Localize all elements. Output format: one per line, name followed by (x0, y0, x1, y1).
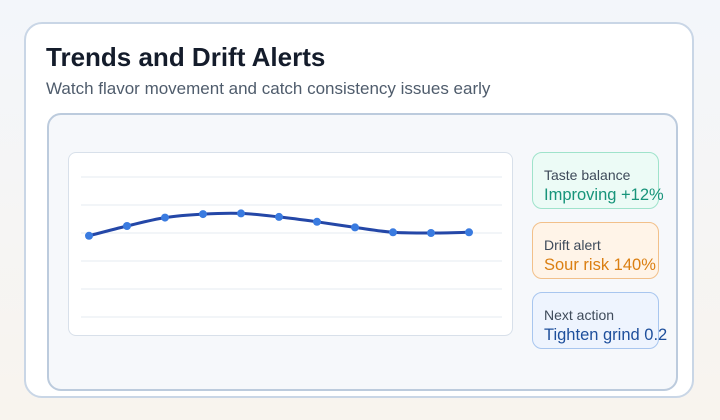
data-point[interactable] (389, 228, 397, 237)
drift-alert-card[interactable]: Drift alert Sour risk 140% (532, 222, 659, 279)
data-point[interactable] (237, 209, 245, 218)
page-title: Trends and Drift Alerts (46, 42, 326, 72)
page-subtitle: Watch flavor movement and catch consiste… (46, 79, 491, 98)
drift-alert-label: Drift alert (544, 237, 601, 253)
data-point[interactable] (313, 217, 321, 226)
trend-chart-svg (81, 176, 502, 318)
data-point[interactable] (161, 213, 169, 222)
trend-chart (68, 152, 513, 336)
next-action-label: Next action (544, 307, 615, 323)
next-action-card[interactable]: Next action Tighten grind 0.2 (532, 292, 668, 349)
trends-card: Trends and Drift Alerts Watch flavor mov… (24, 22, 694, 398)
taste-balance-value: Improving +12% (544, 186, 664, 204)
drift-alert-value: Sour risk 140% (544, 256, 656, 274)
taste-balance-card[interactable]: Taste balance Improving +12% (532, 152, 664, 209)
data-point[interactable] (199, 210, 207, 219)
data-point[interactable] (85, 231, 93, 240)
data-point[interactable] (351, 223, 359, 232)
next-action-value: Tighten grind 0.2 (544, 326, 668, 344)
trends-panel: Taste balance Improving +12% Drift alert… (47, 113, 678, 391)
data-point[interactable] (123, 222, 131, 230)
data-point[interactable] (465, 228, 473, 237)
data-point[interactable] (427, 229, 435, 237)
data-point[interactable] (275, 212, 283, 221)
taste-balance-label: Taste balance (544, 167, 631, 183)
